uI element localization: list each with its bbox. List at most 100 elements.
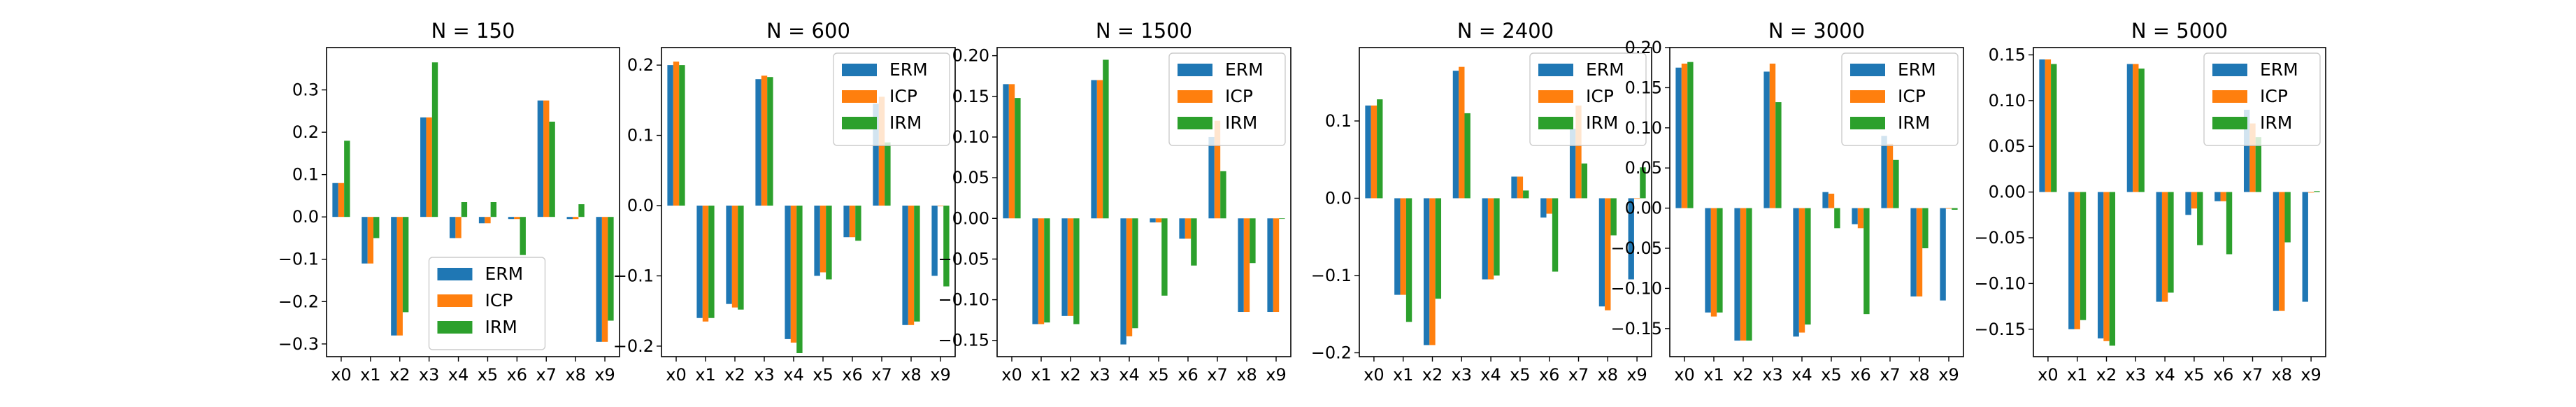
bar-icp-x0 — [1008, 84, 1015, 219]
x-tick-label: x6 — [1178, 365, 1198, 385]
y-tick-label: 0.0 — [292, 207, 319, 227]
plot-frame — [2033, 47, 2326, 357]
bar-erm-x8 — [1910, 208, 1917, 297]
legend: ERM ICP IRM — [1841, 52, 1959, 146]
bar-irm-x8 — [914, 206, 920, 322]
bar-erm-x1 — [696, 206, 703, 318]
bar-irm-x5 — [2197, 192, 2203, 245]
bar-erm-x3 — [755, 79, 761, 206]
bar-irm-x1 — [373, 217, 380, 238]
legend-label-irm: IRM — [1225, 113, 1257, 133]
y-tick-label: −0.1 — [1311, 266, 1352, 285]
bar-erm-x8 — [1598, 198, 1605, 307]
y-tick-label: 0.20 — [952, 46, 989, 66]
bar-irm-x1 — [1044, 218, 1050, 323]
chart-panel-1: 0.2 0.1 0.0 −0.1 −0.2 x0 x1 x2 x3 x4 x5 x6 x7 x8 x9 N =… — [613, 19, 956, 385]
x-tick-label: x7 — [1880, 365, 1900, 385]
y-tick-label: 0.10 — [1989, 91, 2026, 110]
bar-erm-x7 — [1569, 129, 1576, 199]
y-tick-label: 0.10 — [1625, 118, 1662, 138]
bar-irm-x1 — [708, 206, 715, 318]
bar-icp-x4 — [2161, 192, 2168, 302]
bar-erm-x9 — [1267, 218, 1273, 313]
legend-swatch-irm — [1850, 117, 1885, 129]
bar-irm-x4 — [796, 206, 803, 353]
bar-erm-x3 — [2126, 64, 2133, 192]
bar-irm-x5 — [1834, 208, 1840, 229]
chart-panel-0: 0.3 0.2 0.1 0.0 −0.1 −0.2 −0.3 x0 x1 x2 x3 x4 x5 x6 x7… — [278, 19, 620, 385]
bar-erm-x8 — [566, 217, 573, 220]
bar-icp-x8 — [1243, 218, 1250, 313]
bar-erm-x3 — [1763, 71, 1770, 208]
bar-irm-x5 — [1523, 190, 1529, 199]
bar-irm-x3 — [1103, 59, 1109, 219]
bar-erm-x9 — [1628, 198, 1634, 280]
bar-irm-x7 — [2255, 137, 2262, 192]
y-tick-label: 0.1 — [627, 126, 654, 145]
bar-icp-x5 — [2191, 192, 2198, 209]
bar-icp-x3 — [1769, 63, 1776, 208]
legend-label-erm: ERM — [485, 264, 524, 284]
bar-icp-x8 — [1916, 208, 1923, 297]
x-tick-label: x3 — [419, 365, 439, 385]
y-tick-label: −0.05 — [938, 249, 989, 269]
legend-label-irm: IRM — [1586, 113, 1618, 133]
x-tick-label: x9 — [1626, 365, 1647, 385]
bar-irm-x5 — [826, 206, 832, 280]
legend-label-irm: IRM — [1898, 113, 1930, 133]
y-tick-label: 0.3 — [292, 80, 319, 100]
y-tick-label: −0.2 — [1311, 343, 1352, 362]
x-tick-label: x5 — [478, 365, 498, 385]
bar-erm-x6 — [1540, 198, 1547, 218]
bar-erm-x6 — [1852, 208, 1858, 224]
bar-irm-x3 — [2138, 69, 2145, 192]
bar-icp-x6 — [1546, 198, 1552, 214]
bar-erm-x4 — [2156, 192, 2162, 302]
x-tick-label: x7 — [871, 365, 892, 385]
bar-irm-x1 — [2080, 192, 2087, 320]
bar-erm-x6 — [1179, 218, 1185, 239]
legend-label-erm: ERM — [2260, 59, 2298, 80]
x-tick-label: x4 — [1480, 365, 1501, 385]
bar-icp-x2 — [1740, 208, 1747, 341]
bar-irm-x6 — [520, 217, 526, 255]
bar-erm-x7 — [2243, 109, 2250, 192]
bar-irm-x0 — [1015, 98, 1021, 219]
chart-title: N = 1500 — [1096, 19, 1192, 43]
bar-erm-x9 — [2302, 192, 2308, 302]
bar-irm-x2 — [1746, 208, 1752, 341]
bar-irm-x1 — [1405, 198, 1412, 322]
y-tick-label: 0.2 — [292, 122, 319, 142]
bar-irm-x7 — [1581, 163, 1588, 199]
x-tick-label: x7 — [1207, 365, 1227, 385]
x-tick-label: x5 — [1148, 365, 1168, 385]
y-tick-label: 0.15 — [952, 87, 989, 106]
x-tick-label: x1 — [360, 365, 380, 385]
bar-irm-x2 — [2109, 192, 2116, 346]
x-tick-label: x2 — [1422, 365, 1443, 385]
bar-icp-x7 — [1214, 120, 1221, 219]
legend-swatch-icp — [1178, 90, 1212, 103]
x-tick-label: x9 — [594, 365, 615, 385]
legend-label-irm: IRM — [485, 317, 517, 337]
x-tick-label: x1 — [1703, 365, 1724, 385]
bar-erm-x4 — [1482, 198, 1488, 280]
bar-icp-x6 — [2220, 192, 2226, 201]
bar-irm-x9 — [1279, 218, 1285, 220]
x-tick-label: x6 — [2213, 365, 2233, 385]
chart-title: N = 150 — [431, 19, 515, 43]
bar-erm-x6 — [2214, 192, 2221, 201]
bar-irm-x4 — [2168, 192, 2174, 293]
x-tick-label: x0 — [666, 365, 686, 385]
x-tick-label: x8 — [1236, 365, 1257, 385]
legend-swatch-erm — [437, 268, 473, 280]
bar-irm-x8 — [578, 204, 585, 217]
bar-icp-x9 — [2307, 192, 2314, 193]
bar-erm-x2 — [391, 217, 397, 336]
legend-label-erm: ERM — [1898, 59, 1936, 80]
x-tick-label: x9 — [1266, 365, 1286, 385]
y-tick-label: −0.1 — [613, 266, 654, 285]
bar-irm-x9 — [1952, 208, 1958, 210]
bar-irm-x3 — [1464, 113, 1471, 199]
